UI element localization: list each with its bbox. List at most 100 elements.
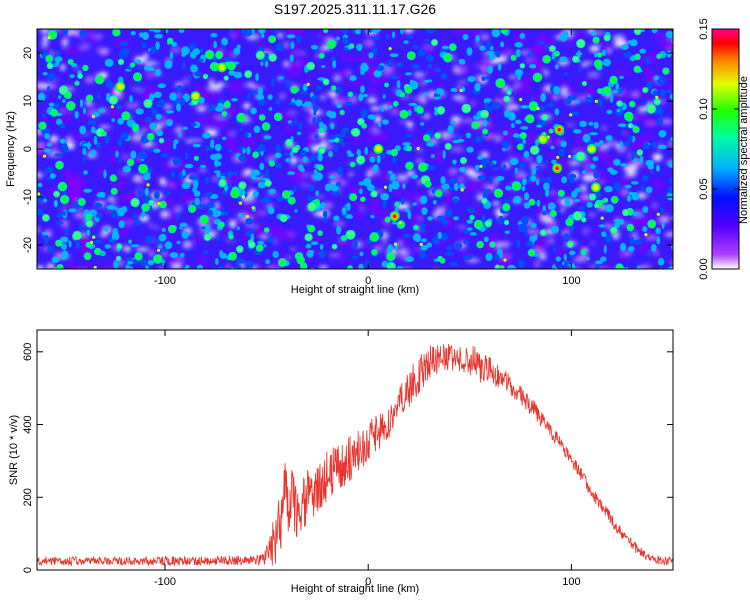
- heatmap-cell: [554, 64, 559, 70]
- heatmap-cell: [620, 163, 628, 167]
- heatmap-cell: [327, 40, 336, 48]
- heatmap-cell: [420, 245, 428, 251]
- heatmap-cell: [131, 88, 143, 91]
- heatmap-hotspot: [190, 91, 201, 102]
- heatmap-cell: [558, 190, 564, 196]
- heatmap-cell: [493, 55, 508, 63]
- colorbar-tick-label: 0.00: [698, 258, 710, 279]
- heatmap-cell: [346, 230, 355, 239]
- heatmap-cell: [206, 202, 215, 208]
- heatmap-cell: [259, 115, 265, 120]
- heatmap-cell: [535, 139, 539, 147]
- heatmap-cell: [616, 264, 623, 269]
- heatmap-cell: [54, 153, 62, 157]
- heatmap-cell: [407, 35, 414, 39]
- heatmap-cell: [60, 195, 69, 204]
- heatmap-cell: [208, 89, 222, 100]
- heatmap-cell: [399, 236, 409, 248]
- heatmap-cell: [264, 228, 269, 232]
- heatmap-cell: [294, 209, 298, 213]
- snr-y-tick-label: 200: [22, 488, 34, 506]
- heatmap-cell: [626, 195, 632, 202]
- heatmap-cells: [37, 29, 678, 276]
- heatmap-cell: [582, 227, 589, 235]
- heatmap-cell: [651, 141, 657, 149]
- heatmap-cell: [477, 241, 483, 248]
- heatmap-cell: [68, 208, 77, 213]
- heatmap-cell: [173, 139, 179, 145]
- heatmap-cell: [584, 77, 602, 82]
- heatmap-cell: [240, 135, 257, 147]
- snr-panel: -100 0 100 0 200 400 600 Height of straight l…: [8, 329, 674, 595]
- heatmap-cell: [62, 211, 66, 216]
- heatmap-cell: [640, 263, 652, 269]
- heatmap-cell: [266, 225, 284, 237]
- heatmap-cell: [420, 122, 425, 126]
- heatmap-cell: [409, 192, 423, 201]
- heatmap-cell: [591, 31, 597, 36]
- heatmap-cell: [571, 111, 580, 116]
- heatmap-cell: [310, 241, 319, 245]
- heatmap-cell: [199, 167, 207, 173]
- heatmap-cell: [467, 76, 476, 83]
- heatmap-cell: [674, 44, 678, 47]
- heatmap-cell: [221, 208, 225, 217]
- heatmap-cell: [76, 177, 88, 188]
- heatmap-cell: [670, 136, 673, 142]
- heatmap-cell: [118, 157, 122, 163]
- heatmap-cell: [615, 82, 619, 91]
- heatmap-cell: [636, 192, 647, 200]
- heatmap-cell: [594, 60, 602, 68]
- heatmap-cell: [297, 257, 304, 264]
- heatmap-cell: [642, 69, 653, 75]
- heatmap-cell: [151, 108, 159, 115]
- heatmap-cell: [55, 50, 61, 58]
- heatmap-cell: [376, 171, 389, 180]
- heatmap-cell: [160, 201, 166, 208]
- heatmap-cell: [495, 265, 500, 269]
- heatmap-cell: [611, 227, 617, 234]
- heatmap-cell: [305, 243, 312, 249]
- heatmap-cell: [370, 233, 379, 241]
- heatmap-cell: [466, 227, 473, 231]
- heatmap-cell: [477, 175, 486, 181]
- heatmap-cell: [376, 65, 385, 72]
- heatmap-cell: [418, 48, 426, 58]
- heatmap-cell: [431, 39, 438, 46]
- heatmap-x-axis-label: Height of straight line (km): [291, 284, 419, 296]
- heatmap-cell: [79, 269, 86, 276]
- heatmap-cell: [657, 257, 665, 266]
- heatmap-cell: [48, 102, 55, 107]
- heatmap-cell: [142, 204, 149, 211]
- heatmap-cell: [178, 132, 182, 138]
- heatmap-cell: [229, 234, 233, 239]
- heatmap-cell: [86, 214, 92, 220]
- heatmap-cell: [369, 206, 385, 216]
- heatmap-cell: [387, 170, 393, 174]
- heatmap-cell: [593, 121, 599, 129]
- heatmap-cell: [530, 175, 537, 182]
- heatmap-cell: [669, 267, 673, 269]
- heatmap-cell: [130, 63, 135, 67]
- heatmap-cell: [98, 125, 111, 129]
- heatmap-cell: [193, 70, 202, 77]
- heatmap-cell: [328, 175, 336, 179]
- heatmap-cell: [86, 242, 91, 247]
- heatmap-cell: [106, 156, 119, 163]
- heatmap-hotspot: [538, 134, 548, 145]
- heatmap-cell: [669, 93, 673, 100]
- heatmap-cell: [647, 163, 655, 170]
- heatmap-cell: [175, 92, 182, 99]
- heatmap-cell: [391, 156, 397, 164]
- heatmap-cell: [530, 163, 538, 171]
- heatmap-cell: [566, 97, 572, 105]
- heatmap-cell: [466, 146, 474, 153]
- heatmap-cell: [587, 72, 600, 76]
- heatmap-cell: [357, 156, 365, 164]
- heatmap-cell: [656, 212, 660, 216]
- heatmap-cell: [644, 233, 648, 237]
- heatmap-cell: [348, 95, 358, 104]
- heatmap-cell: [359, 251, 364, 257]
- heatmap-cell: [364, 146, 369, 156]
- heatmap-cell: [265, 180, 271, 186]
